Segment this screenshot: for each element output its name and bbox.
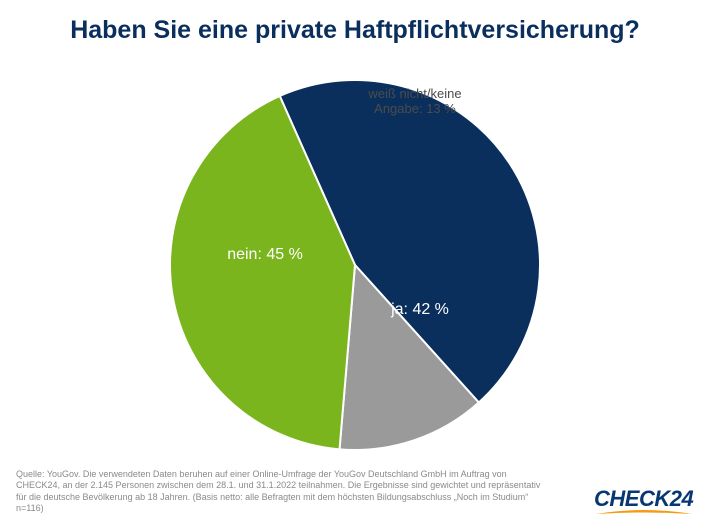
chart-title: Haben Sie eine private Haftpflichtversic… bbox=[0, 16, 710, 45]
chart-area: nein: 45 %weiß nicht/keineAngabe: 13 %ja… bbox=[0, 68, 710, 462]
pie-chart: nein: 45 %weiß nicht/keineAngabe: 13 %ja… bbox=[170, 80, 540, 450]
infographic-container: Haben Sie eine private Haftpflichtversic… bbox=[0, 0, 710, 532]
logo-text: CHECK24 bbox=[594, 486, 693, 511]
check24-logo: CHECK24 bbox=[594, 486, 694, 518]
source-text: Quelle: YouGov. Die verwendeten Daten be… bbox=[16, 469, 550, 514]
pie-svg bbox=[170, 80, 540, 450]
